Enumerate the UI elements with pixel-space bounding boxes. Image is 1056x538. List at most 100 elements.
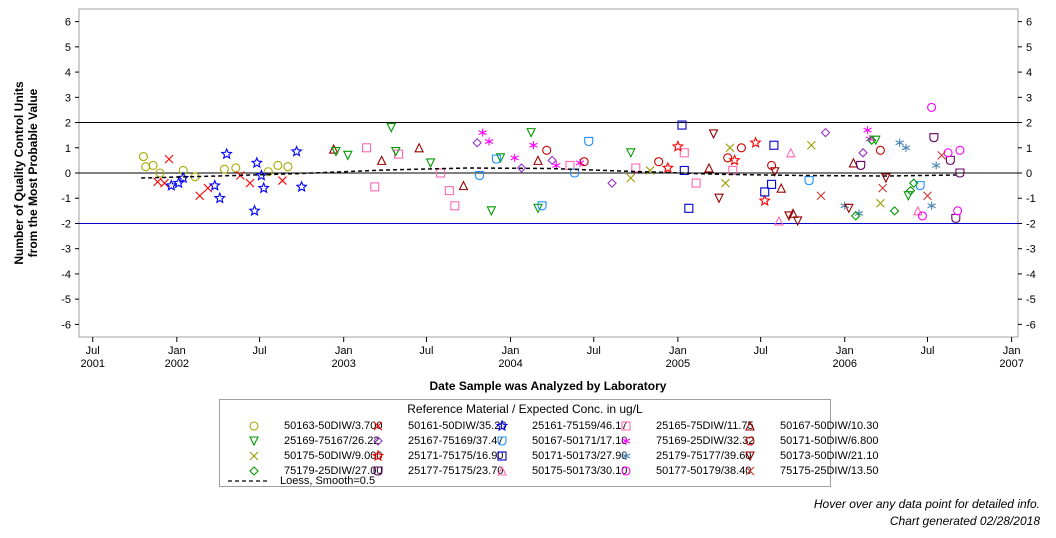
data-point-series-0[interactable]: [148, 160, 158, 170]
data-point-series-9[interactable]: [654, 157, 664, 167]
data-point-series-4[interactable]: [376, 155, 387, 165]
data-point-series-11[interactable]: [749, 136, 762, 148]
data-point-series-2[interactable]: [213, 191, 227, 204]
data-point-series-4[interactable]: [704, 162, 714, 173]
data-point-series-14[interactable]: [714, 193, 724, 204]
data-point-series-0[interactable]: [141, 162, 151, 172]
data-point-series-15[interactable]: [889, 206, 900, 216]
data-point-series-4[interactable]: [328, 143, 339, 154]
data-point-series-8[interactable]: [529, 141, 538, 150]
data-point-series-17[interactable]: [785, 147, 796, 158]
data-point-series-0[interactable]: [263, 167, 273, 177]
data-point-series-12[interactable]: [760, 187, 770, 197]
data-point-series-16[interactable]: [955, 168, 965, 178]
data-point-series-11[interactable]: [728, 153, 741, 166]
data-point-series-7[interactable]: [804, 176, 814, 186]
data-point-series-8[interactable]: [510, 153, 519, 162]
data-point-series-7[interactable]: [537, 201, 547, 211]
data-point-series-7[interactable]: [584, 136, 594, 147]
data-point-series-1[interactable]: [195, 191, 205, 201]
data-point-series-2[interactable]: [255, 169, 268, 181]
data-point-series-10[interactable]: [626, 173, 636, 183]
data-point-series-14[interactable]: [792, 216, 803, 227]
data-point-series-19[interactable]: [878, 183, 888, 193]
data-point-series-12[interactable]: [677, 120, 687, 130]
data-point-series-4[interactable]: [788, 208, 798, 218]
data-point-series-16[interactable]: [929, 133, 939, 143]
data-point-series-3[interactable]: [679, 148, 689, 158]
data-point-series-7[interactable]: [491, 154, 501, 164]
data-point-series-3[interactable]: [631, 163, 641, 173]
data-point-series-6[interactable]: [516, 163, 527, 173]
data-point-series-17[interactable]: [774, 215, 784, 226]
data-point-series-3[interactable]: [450, 201, 460, 211]
data-point-series-2[interactable]: [295, 180, 308, 193]
data-point-series-9[interactable]: [723, 153, 733, 163]
data-point-series-19[interactable]: [937, 150, 947, 160]
data-point-series-2[interactable]: [165, 179, 178, 191]
data-point-series-10[interactable]: [806, 140, 816, 150]
data-point-series-4[interactable]: [848, 157, 859, 168]
data-point-series-10[interactable]: [645, 166, 655, 175]
data-point-series-9[interactable]: [542, 145, 552, 155]
data-point-series-2[interactable]: [257, 181, 270, 194]
data-point-series-0[interactable]: [231, 163, 241, 173]
data-point-series-9[interactable]: [579, 157, 589, 167]
data-point-series-5[interactable]: [486, 206, 497, 217]
data-point-series-9[interactable]: [736, 143, 746, 153]
data-point-series-13[interactable]: [901, 143, 911, 152]
data-point-series-8[interactable]: [484, 137, 494, 146]
data-point-series-15[interactable]: [905, 185, 916, 196]
data-point-series-15[interactable]: [850, 211, 861, 221]
data-point-series-2[interactable]: [172, 176, 185, 189]
data-point-series-4[interactable]: [776, 182, 787, 193]
data-point-series-3[interactable]: [370, 182, 380, 192]
data-point-series-11[interactable]: [671, 140, 684, 152]
data-point-series-2[interactable]: [248, 204, 261, 217]
data-point-series-0[interactable]: [138, 152, 149, 162]
data-point-series-0[interactable]: [155, 168, 165, 178]
data-point-series-13[interactable]: [895, 138, 904, 147]
data-point-series-7[interactable]: [474, 170, 485, 181]
data-point-series-17[interactable]: [912, 205, 923, 216]
data-point-series-14[interactable]: [769, 167, 780, 177]
data-point-series-12[interactable]: [679, 165, 689, 176]
data-point-series-3[interactable]: [691, 178, 701, 188]
data-point-series-14[interactable]: [708, 129, 719, 140]
data-point-series-18[interactable]: [953, 206, 963, 216]
data-point-series-3[interactable]: [565, 160, 575, 170]
data-point-series-0[interactable]: [283, 162, 293, 172]
data-point-series-4[interactable]: [414, 142, 425, 153]
data-point-series-18[interactable]: [927, 102, 937, 112]
data-point-series-13[interactable]: [927, 201, 936, 210]
data-point-series-12[interactable]: [684, 203, 694, 213]
data-point-series-6[interactable]: [607, 178, 617, 188]
data-point-series-16[interactable]: [945, 155, 955, 165]
data-point-series-5[interactable]: [386, 123, 397, 133]
data-point-series-14[interactable]: [880, 173, 891, 184]
data-point-series-8[interactable]: [863, 126, 872, 135]
data-point-series-9[interactable]: [875, 145, 885, 155]
data-point-series-2[interactable]: [220, 147, 233, 160]
data-point-series-1[interactable]: [153, 177, 163, 187]
data-point-series-16[interactable]: [951, 213, 961, 223]
data-point-series-2[interactable]: [290, 145, 303, 157]
data-point-series-8[interactable]: [478, 128, 487, 137]
data-point-series-2[interactable]: [208, 179, 221, 191]
data-point-series-3[interactable]: [436, 168, 446, 178]
data-point-series-7[interactable]: [570, 168, 580, 178]
data-point-series-18[interactable]: [943, 148, 953, 158]
data-point-series-6[interactable]: [472, 137, 482, 148]
data-point-series-5[interactable]: [495, 153, 506, 164]
data-point-series-5[interactable]: [526, 128, 537, 138]
data-point-series-5[interactable]: [342, 150, 353, 161]
data-point-series-18[interactable]: [917, 211, 928, 221]
data-point-series-10[interactable]: [721, 178, 730, 188]
data-point-series-1[interactable]: [278, 176, 287, 185]
data-point-series-6[interactable]: [820, 127, 831, 138]
data-point-series-4[interactable]: [533, 155, 543, 165]
data-point-series-11[interactable]: [661, 161, 674, 174]
data-point-series-3[interactable]: [444, 186, 454, 196]
data-point-series-0[interactable]: [273, 160, 283, 170]
data-point-series-7[interactable]: [915, 181, 925, 191]
